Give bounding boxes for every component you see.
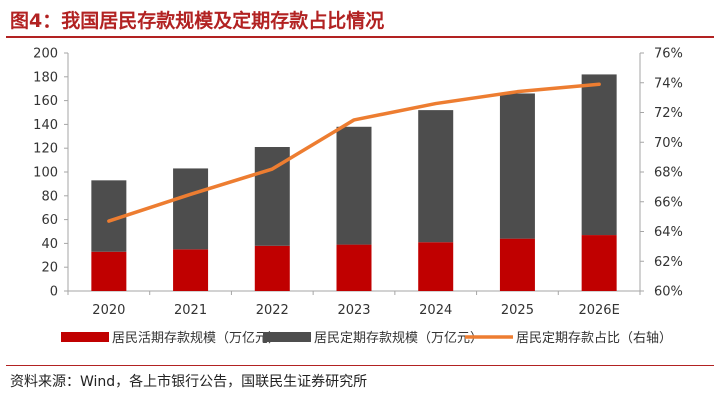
bar-demand-deposit [418,242,454,291]
bar-demand-deposit [173,249,209,291]
legend-label-demand: 居民活期存款规模（万亿元） [112,331,281,346]
bar-time-deposit [336,126,372,245]
bar-demand-deposit [336,244,372,291]
x-tick-label: 2024 [419,303,452,318]
y2-tick-label: 60% [654,285,683,300]
y2-tick-label: 66% [654,195,683,210]
y-tick-label: 20 [41,261,58,276]
legend-label-time: 居民定期存款规模（万亿元） [314,331,483,346]
y-tick-label: 180 [33,70,58,85]
y-tick-label: 140 [33,118,58,133]
bar-demand-deposit [499,238,535,291]
title-bar: 图4：我国居民存款规模及定期存款占比情况 [6,4,714,38]
legend-swatch-time [263,332,311,342]
bar-demand-deposit [91,251,127,291]
source-note: 资料来源：Wind，各上市银行公告，国联民生证券研究所 [10,374,368,390]
y2-tick-label: 64% [654,225,683,240]
page-title: 图4：我国居民存款规模及定期存款占比情况 [10,10,385,32]
source-divider [6,365,714,366]
y2-tick-label: 72% [654,106,683,121]
y-tick-label: 100 [33,166,58,181]
y-tick-label: 80 [41,189,58,204]
bar-time-deposit [499,93,535,239]
y2-tick-label: 74% [654,76,683,91]
x-tick-label: 2021 [174,303,207,318]
x-tick-label: 2022 [256,303,289,318]
y-tick-label: 0 [50,285,58,300]
bar-demand-deposit [581,235,617,291]
chart-container: 0 20 40 60 80 100 120 140 160 180 200 60% 62% 64% 66% 6… [0,40,720,360]
y2-tick-label: 68% [654,166,683,181]
x-tick-label: 2025 [501,303,534,318]
bar-time-deposit [173,168,209,250]
legend-swatch-demand [61,332,109,342]
bar-demand-deposit [254,245,290,291]
line-time-deposit-ratio [107,82,601,223]
bar-time-deposit [581,74,617,236]
y-tick-label: 120 [33,142,58,157]
legend-label-ratio: 居民定期存款占比（右轴） [516,331,672,346]
y-tick-label: 200 [33,47,58,62]
y-tick-label: 40 [41,237,58,252]
y2-tick-label: 76% [654,47,683,62]
x-tick-label: 2020 [92,303,125,318]
y-tick-label: 60 [41,213,58,228]
bar-time-deposit [418,110,454,243]
x-tick-label: 2026E [578,303,619,318]
x-tick-label: 2023 [337,303,370,318]
y-tick-label: 160 [33,94,58,109]
y2-tick-label: 70% [654,136,683,151]
y2-tick-label: 62% [654,255,683,270]
deposit-chart: 0 20 40 60 80 100 120 140 160 180 200 60% 62% 64% 66% 6… [33,47,683,347]
